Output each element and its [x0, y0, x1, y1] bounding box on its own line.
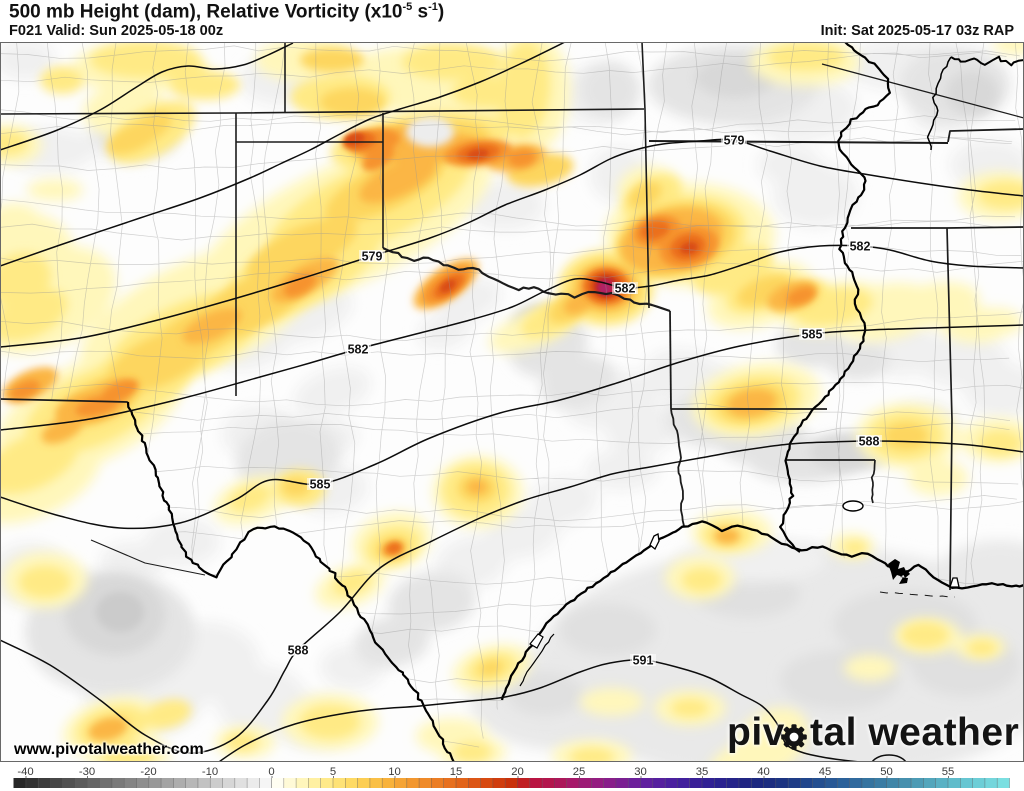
svg-text:40: 40	[757, 766, 770, 778]
svg-text:588: 588	[859, 435, 880, 449]
svg-text:579: 579	[362, 250, 383, 264]
svg-text:0: 0	[268, 766, 274, 778]
svg-text:-10: -10	[202, 766, 218, 778]
svg-text:15: 15	[450, 766, 463, 778]
svg-text:50: 50	[880, 766, 893, 778]
svg-text:588: 588	[288, 644, 309, 658]
svg-text:5: 5	[330, 766, 336, 778]
svg-text:-20: -20	[140, 766, 156, 778]
svg-text:-30: -30	[79, 766, 95, 778]
svg-text:582: 582	[850, 240, 871, 254]
svg-text:35: 35	[696, 766, 709, 778]
svg-text:10: 10	[388, 766, 401, 778]
svg-text:582: 582	[615, 282, 636, 296]
svg-text:30: 30	[634, 766, 647, 778]
svg-text:585: 585	[310, 478, 331, 492]
svg-text:-40: -40	[17, 766, 33, 778]
svg-text:579: 579	[724, 134, 745, 148]
svg-text:25: 25	[573, 766, 586, 778]
svg-text:582: 582	[348, 343, 369, 357]
svg-text:20: 20	[511, 766, 524, 778]
svg-text:591: 591	[633, 654, 654, 668]
svg-text:45: 45	[819, 766, 832, 778]
svg-text:55: 55	[942, 766, 955, 778]
svg-text:585: 585	[802, 328, 823, 342]
